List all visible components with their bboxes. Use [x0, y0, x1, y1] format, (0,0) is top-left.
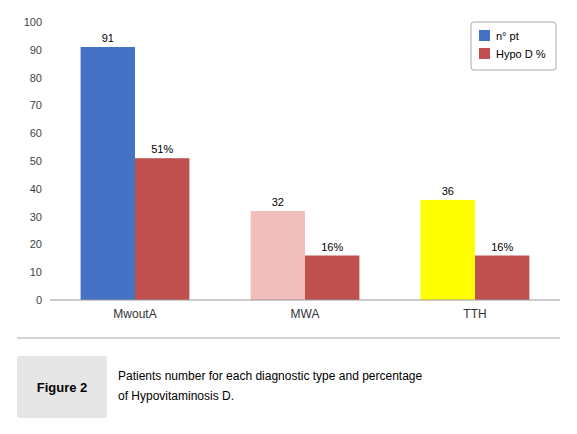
data-label: 16% [491, 241, 513, 253]
bars [81, 47, 530, 300]
figure-label: Figure 2 [37, 380, 88, 395]
data-label: 32 [272, 196, 284, 208]
y-tick-label: 70 [30, 99, 42, 111]
y-tick-label: 90 [30, 44, 42, 56]
x-tick-label: MWA [291, 307, 320, 321]
legend-label: Hypo D % [496, 48, 546, 60]
y-tick-label: 30 [30, 211, 42, 223]
x-axis: MwoutA MWA TTH [50, 300, 560, 321]
x-tick-label: MwoutA [113, 307, 156, 321]
data-labels: 91 32 36 51% 16% 16% [102, 32, 514, 253]
x-tick-label: TTH [463, 307, 486, 321]
y-tick-label: 60 [30, 127, 42, 139]
legend: n° pt Hypo D % [471, 22, 556, 70]
chart: 0 10 20 30 40 50 60 70 80 90 100 91 32 36 51% 16% 16% Mwo… [0, 0, 577, 434]
data-label: 91 [102, 32, 114, 44]
legend-box [471, 22, 556, 70]
bar [305, 256, 359, 300]
y-tick-label: 50 [30, 155, 42, 167]
legend-swatch [479, 48, 490, 59]
y-tick-label: 10 [30, 266, 42, 278]
y-tick-label: 20 [30, 238, 42, 250]
x-axis-line [50, 300, 560, 301]
bar [135, 158, 189, 300]
y-tick-label: 100 [24, 16, 42, 28]
caption: Figure 2 Patients number for each diagnos… [17, 338, 560, 418]
separator [17, 338, 560, 339]
bar [475, 256, 529, 300]
bar [421, 200, 475, 300]
caption-line: of Hypovitaminosis D. [118, 389, 234, 403]
data-label: 36 [442, 185, 454, 197]
y-tick-label: 80 [30, 72, 42, 84]
data-label: 51% [151, 143, 173, 155]
y-axis: 0 10 20 30 40 50 60 70 80 90 100 [24, 16, 42, 306]
y-tick-label: 40 [30, 183, 42, 195]
data-label: 16% [321, 241, 343, 253]
caption-line: Patients number for each diagnostic type… [118, 369, 423, 383]
bar [81, 47, 135, 300]
legend-swatch [479, 30, 490, 41]
figure-label-box [17, 356, 107, 418]
y-tick-label: 0 [36, 294, 42, 306]
bar [251, 211, 305, 300]
legend-label: n° pt [496, 30, 519, 42]
